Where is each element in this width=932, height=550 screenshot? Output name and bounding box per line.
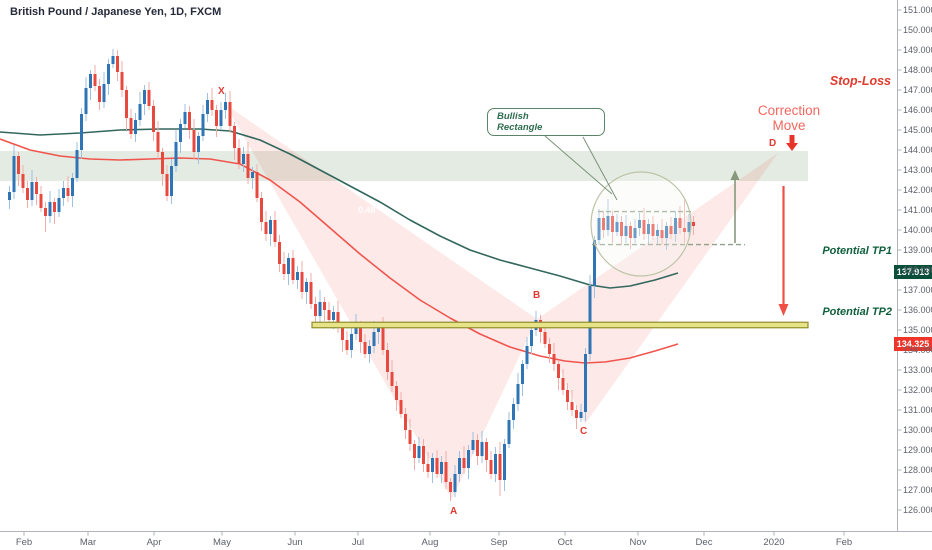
- consolidation-rectangle: [592, 210, 745, 246]
- y-axis-label: 135.000: [903, 325, 932, 335]
- x-axis-label: May: [213, 537, 231, 548]
- x-axis-label: Feb: [15, 537, 33, 548]
- callout-connectors: [544, 135, 618, 201]
- y-axis-label: 141.000: [903, 205, 932, 215]
- resistance-zone: [0, 151, 808, 181]
- correction-line1: Correction: [757, 103, 821, 118]
- y-axis-label: 137.000: [903, 285, 932, 295]
- fib-ratio-label: 0.48: [358, 205, 376, 215]
- y-axis-label: 127.000: [903, 485, 932, 495]
- y-axis-label: 138.000: [903, 265, 932, 275]
- symbol-title: British Pound / Japanese Yen, 1D, FXCM: [10, 6, 222, 18]
- y-axis-label: 147.000: [903, 85, 932, 95]
- y-axis-label: 133.000: [903, 365, 932, 375]
- green-up-arrow: [730, 170, 740, 243]
- x-axis-label: Mar: [79, 537, 97, 548]
- potential-tp1-label: Potential TP1: [822, 245, 892, 257]
- red-down-arrow: [778, 186, 789, 316]
- y-axis-label: 149.000: [903, 45, 932, 55]
- time-axis[interactable]: Feb Mar Apr May Jun Jul Aug Sep Oct Nov Dec 2020 Feb: [0, 531, 897, 550]
- y-axis-label: 151.000: [903, 5, 932, 15]
- y-axis-label: 132.000: [903, 385, 932, 395]
- correction-move-label: Correction Move: [740, 103, 838, 133]
- x-axis-label: Jul: [351, 537, 365, 548]
- pattern-point-C[interactable]: C: [580, 426, 588, 437]
- y-axis-label: 134.000: [903, 345, 932, 355]
- x-axis-label: Apr: [146, 537, 162, 548]
- y-axis-label: 131.000: [903, 405, 932, 415]
- price-tag-stop: 134.325: [894, 337, 932, 351]
- price-axis[interactable]: 151.000 150.000 149.000 148.000 147.000 146.0…: [897, 0, 932, 531]
- x-axis-label: Sep: [490, 537, 508, 548]
- x-axis-label: Aug: [421, 537, 439, 548]
- x-axis-label: Jun: [287, 537, 303, 548]
- y-axis-label: 145.000: [903, 125, 932, 135]
- ma-slow: [0, 128, 679, 289]
- support-band: [311, 321, 809, 329]
- y-axis-label: 128.000: [903, 465, 932, 475]
- y-axis-label: 143.000: [903, 165, 932, 175]
- y-axis-label: 142.000: [903, 185, 932, 195]
- x-axis-label: Nov: [629, 537, 647, 548]
- pattern-point-X[interactable]: X: [218, 86, 225, 97]
- pattern-point-B[interactable]: B: [533, 290, 541, 301]
- harmonic-pattern: [225, 104, 778, 499]
- y-axis-label: 126.000: [903, 505, 932, 515]
- x-axis-label: Dec: [695, 537, 713, 548]
- y-axis-label: 144.000: [903, 145, 932, 155]
- highlight-ellipse: [590, 171, 692, 277]
- candlesticks: [8, 49, 695, 501]
- callout-line2: Rectangle: [497, 122, 543, 133]
- callout-line1: Bullish: [497, 111, 529, 122]
- y-axis-label: 129.000: [903, 445, 932, 455]
- y-axis-label: 140.000: [903, 225, 932, 235]
- x-axis-label: Oct: [557, 537, 573, 548]
- y-axis-label: 148.000: [903, 65, 932, 75]
- y-axis-label: 139.000: [903, 245, 932, 255]
- y-axis-label: 130.000: [903, 425, 932, 435]
- y-axis-label: 146.000: [903, 105, 932, 115]
- y-axis-label: 150.000: [903, 25, 932, 35]
- bullish-rectangle-callout[interactable]: Bullish Rectangle: [487, 108, 605, 136]
- correction-arrow-icon: [786, 135, 798, 151]
- correction-line2: Move: [772, 118, 806, 133]
- pattern-point-A[interactable]: A: [450, 506, 458, 517]
- x-axis-label: Feb: [835, 537, 853, 548]
- price-tag-tp1: 137.913: [894, 265, 932, 279]
- y-axis-label: 136.000: [903, 305, 932, 315]
- pattern-point-D[interactable]: D: [769, 138, 777, 149]
- potential-tp2-label: Potential TP2: [822, 306, 892, 318]
- stop-loss-label: Stop-Loss: [829, 74, 891, 88]
- x-axis-label: 2020: [763, 537, 785, 548]
